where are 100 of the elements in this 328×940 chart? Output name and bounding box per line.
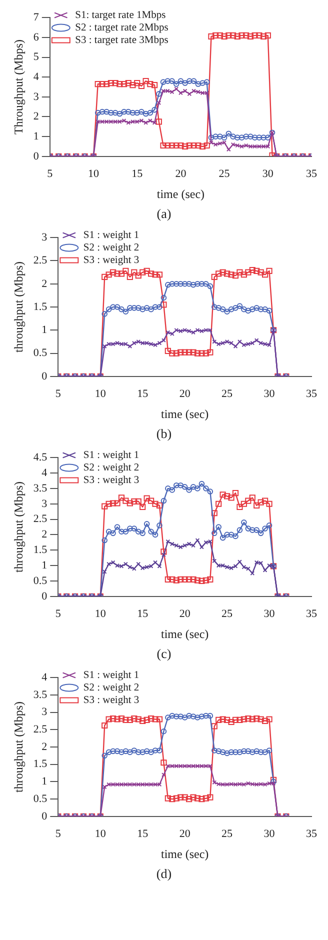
point <box>220 749 226 756</box>
point <box>160 79 166 85</box>
point <box>142 78 149 84</box>
point <box>250 571 255 576</box>
y-tick-label: 1 <box>42 776 48 788</box>
point <box>170 90 174 94</box>
point <box>238 340 242 344</box>
point <box>156 716 163 722</box>
point <box>140 718 146 724</box>
point <box>152 120 157 125</box>
point <box>108 80 114 86</box>
y-tick-label: 1.5 <box>33 544 48 556</box>
point <box>229 782 234 786</box>
point <box>267 781 272 786</box>
point <box>122 748 129 754</box>
point <box>140 504 146 510</box>
point <box>169 576 176 582</box>
point <box>228 272 234 278</box>
point <box>262 342 268 346</box>
point <box>258 340 264 346</box>
point <box>116 80 123 88</box>
point <box>186 328 192 334</box>
point <box>132 340 136 346</box>
point <box>240 144 244 149</box>
point <box>106 562 112 566</box>
point <box>250 782 255 786</box>
point <box>156 748 162 754</box>
point <box>232 749 238 756</box>
point <box>222 140 226 145</box>
point <box>157 782 162 787</box>
point <box>238 32 245 38</box>
y-axis-title: throughput (Mbps) <box>11 482 26 572</box>
point <box>229 566 234 570</box>
x-tick-label: 30 <box>264 828 276 840</box>
y-tick-label: 3 <box>42 231 48 244</box>
point <box>106 306 112 312</box>
point <box>114 304 120 310</box>
point <box>216 716 222 723</box>
point <box>118 716 125 722</box>
point <box>240 716 247 722</box>
point <box>266 308 272 314</box>
point <box>102 784 107 790</box>
point <box>254 716 260 722</box>
point <box>256 134 262 140</box>
point <box>140 782 145 787</box>
point <box>165 714 171 720</box>
point <box>134 120 140 124</box>
point <box>262 718 268 724</box>
point <box>106 500 112 507</box>
point <box>262 272 268 278</box>
x-tick-label: 5 <box>55 388 62 400</box>
point <box>173 714 180 720</box>
point <box>110 782 116 787</box>
point <box>162 338 166 343</box>
point <box>147 80 154 88</box>
point <box>182 714 188 720</box>
x-tick-label: 35 <box>306 608 318 620</box>
point <box>240 500 247 507</box>
y-tick-label: 5 <box>33 51 40 64</box>
point <box>236 504 243 510</box>
point <box>198 578 205 584</box>
point <box>182 80 188 86</box>
point <box>182 794 188 800</box>
point <box>232 716 239 723</box>
legend-label: S1: target rate 1Mbps <box>75 10 166 21</box>
point <box>261 144 266 149</box>
point <box>203 712 209 719</box>
point <box>144 716 150 723</box>
point <box>236 269 243 276</box>
legend-label: S1 : weight 1 <box>83 670 140 681</box>
x-axis-title: time (sec) <box>160 846 209 861</box>
point <box>233 564 238 568</box>
point <box>144 521 150 527</box>
y-tick-label: 3.5 <box>33 688 48 701</box>
point <box>140 269 146 276</box>
point <box>266 716 272 722</box>
y-tick-label: 0.5 <box>33 574 48 587</box>
point <box>194 486 200 492</box>
point <box>236 716 243 723</box>
x-tick-label: 20 <box>179 608 191 620</box>
point <box>195 764 200 768</box>
point <box>266 500 272 507</box>
point <box>212 340 217 344</box>
point <box>186 349 192 356</box>
x-tick-label: 25 <box>218 168 230 180</box>
x-tick-label: 20 <box>179 828 191 840</box>
point <box>119 342 124 346</box>
point <box>243 134 249 140</box>
legend-label: S1 : weight 1 <box>83 450 140 461</box>
point <box>211 510 218 516</box>
point <box>211 748 218 754</box>
point <box>236 303 243 309</box>
legend-label: S1 : weight 1 <box>83 230 140 241</box>
point <box>204 540 208 545</box>
point <box>132 782 136 787</box>
point <box>211 304 218 310</box>
point <box>252 134 258 140</box>
point <box>110 304 116 310</box>
text: (d) <box>155 866 173 883</box>
point <box>196 90 200 94</box>
